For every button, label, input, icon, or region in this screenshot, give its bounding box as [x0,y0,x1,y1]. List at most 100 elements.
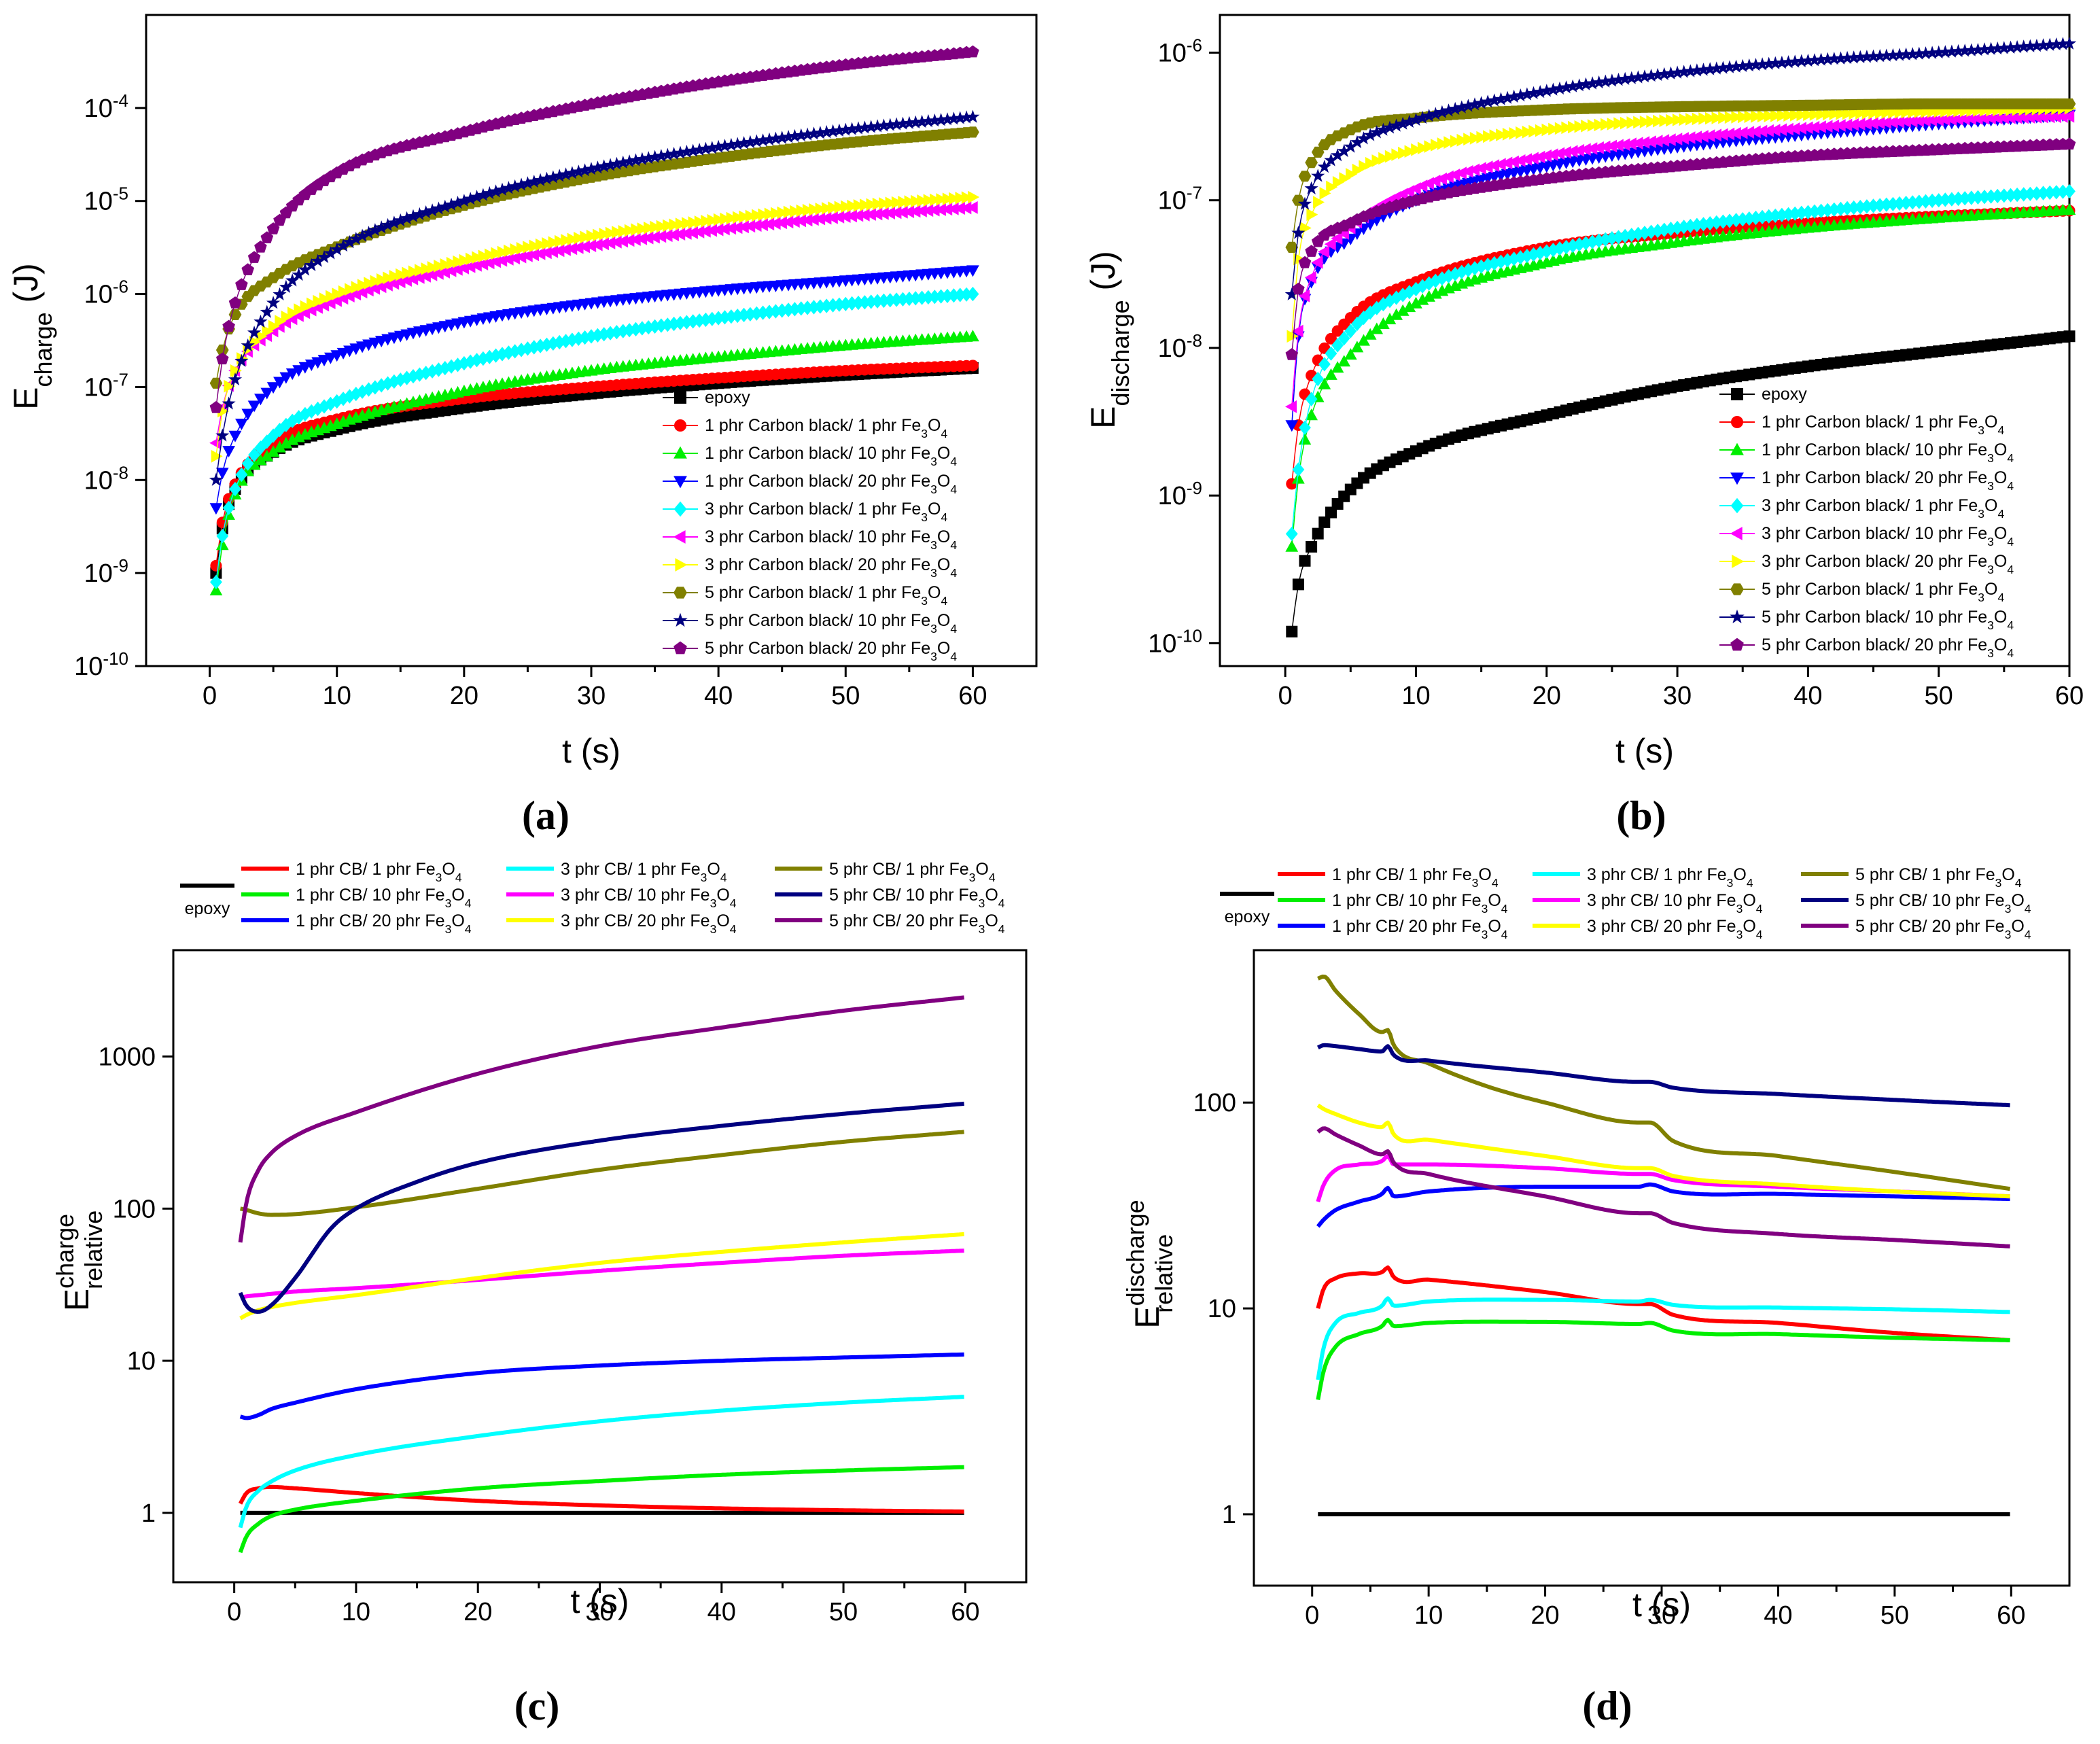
data-point [826,124,840,138]
data-point [1774,55,1789,69]
data-point [1391,148,1403,161]
data-point [762,132,777,146]
data-point [1887,196,1900,211]
data-point [1305,408,1318,421]
data-point [1679,113,1691,126]
series-s5_20 [209,45,979,413]
legend-label: 1 phr Carbon black/ 1 phr Fe3O4 [705,416,947,440]
series-s3_1 [1285,184,2076,542]
data-point [241,408,255,421]
data-point [1533,85,1547,99]
data-point [1768,124,1781,137]
data-point [1487,93,1501,107]
data-point [1378,152,1390,165]
legend-marker [673,530,686,544]
data-point [890,206,902,220]
data-point [790,205,802,218]
data-point [514,177,529,191]
data-point [794,214,806,228]
data-point [572,241,584,254]
data-point [1984,41,1998,55]
data-point [968,190,980,204]
data-point [826,211,838,224]
data-point [1496,128,1508,141]
legend-label: 5 phr Carbon black/ 20 phr Fe3O4 [1762,635,2014,660]
data-point [1548,122,1560,136]
data-point [440,258,452,271]
data-point [425,203,440,217]
data-point [1827,202,1840,217]
data-point [400,370,413,385]
data-point [247,400,261,413]
data-point [737,136,751,150]
data-point [750,134,764,147]
data-point [1853,50,1868,63]
data-point [273,287,287,300]
data-point [228,372,243,386]
data-point [1554,122,1567,135]
data-point [852,209,864,222]
data-point [1481,94,1495,108]
data-point [266,445,280,457]
data-point [1533,150,1545,164]
data-point [1592,75,1606,89]
data-point [343,389,356,404]
data-point [1483,130,1494,143]
data-point [521,341,534,356]
data-point [388,374,400,389]
legend-marker [1730,498,1744,514]
data-point [523,241,535,254]
x-tick-label: 30 [1663,682,1692,710]
data-point [1586,234,1598,249]
legend-marker [1731,416,1743,428]
data-point [1396,304,1410,316]
data-point [514,250,527,264]
legend-marker [1730,527,1743,540]
data-point [432,362,445,377]
data-point [648,230,660,244]
data-point [1814,120,1826,133]
data-point [1403,300,1416,313]
data-point [1507,89,1521,103]
data-point [1411,143,1423,156]
data-point [1931,45,1946,58]
data-point [2057,184,2069,199]
data-point [922,204,934,217]
x-tick-label: 20 [450,682,478,710]
data-point [1357,334,1370,346]
data-point [930,193,942,207]
data-point [1971,43,1985,56]
data-point [864,208,876,221]
data-point [1298,433,1312,445]
data-point [1581,120,1593,133]
data-point [1762,56,1776,70]
data-point [419,205,433,219]
data-point [1546,82,1560,96]
data-point [2063,98,2076,109]
legend-label: 3 phr Carbon black/ 1 phr Fe3O4 [1762,496,2004,521]
data-point [724,137,738,152]
data-point [1469,132,1482,145]
data-point [839,122,853,136]
data-point [210,574,222,589]
data-point [1454,100,1469,114]
data-point [1319,187,1331,200]
x-tick-label: 50 [1925,682,1953,710]
data-point [463,260,476,273]
data-point [446,256,458,270]
data-point [241,338,255,352]
data-point [529,239,541,253]
data-point [1959,191,1972,206]
data-point [1363,128,1378,141]
x-tick-label: 30 [577,682,606,710]
data-point [336,239,351,252]
panel-caption: (b) [1616,793,1666,838]
data-point [216,529,229,544]
data-point [1467,97,1482,111]
legend-marker [1730,638,1744,651]
data-point [1298,171,1312,182]
data-point [317,249,332,264]
data-point [1809,108,1821,121]
data-point [285,433,299,445]
data-point [453,255,465,268]
